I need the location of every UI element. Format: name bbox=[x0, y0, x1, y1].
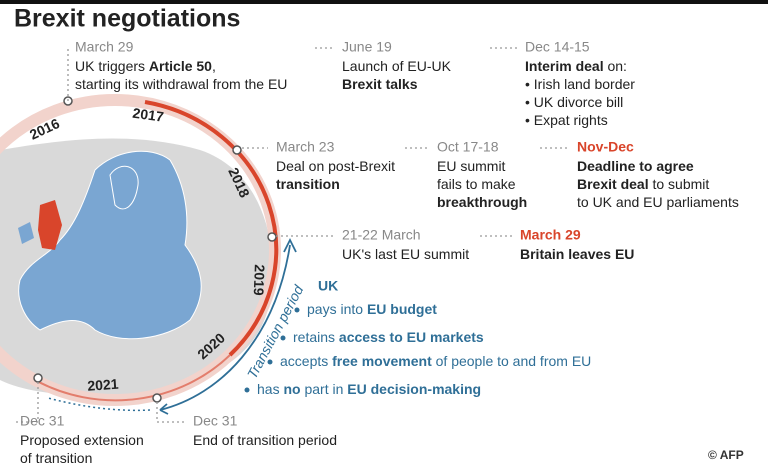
uk-item: pays into EU budget bbox=[307, 301, 437, 317]
event-line: fails to make bbox=[437, 176, 516, 192]
extension-arrow bbox=[47, 397, 151, 412]
text-run: breakthrough bbox=[437, 194, 527, 210]
year-label: 2017 bbox=[132, 105, 165, 125]
europe-map bbox=[0, 138, 273, 396]
event-line: EU summit bbox=[437, 158, 506, 174]
event-line: of transition bbox=[20, 450, 92, 466]
text-run: accepts bbox=[280, 353, 332, 369]
text-run: of transition bbox=[20, 450, 92, 466]
text-run: retains bbox=[293, 329, 339, 345]
text-run: transition bbox=[276, 176, 340, 192]
arrow-head bbox=[283, 237, 297, 253]
text-run: no bbox=[283, 381, 300, 397]
text-run: Deadline to agree bbox=[577, 158, 694, 174]
event-line: transition bbox=[276, 176, 340, 192]
uk-item: has no part in EU decision-making bbox=[257, 381, 481, 397]
text-run: • Irish land border bbox=[525, 76, 635, 92]
event-line: breakthrough bbox=[437, 194, 527, 210]
uk-item: accepts free movement of people to and f… bbox=[280, 353, 591, 369]
text-run: Brexit talks bbox=[342, 76, 418, 92]
text-run: Interim deal bbox=[525, 58, 604, 74]
text-run: End of transition period bbox=[193, 432, 337, 448]
event-date: June 19 bbox=[342, 39, 392, 55]
event-line: Deadline to agree bbox=[577, 158, 694, 174]
text-run: , bbox=[212, 58, 216, 74]
text-run: Launch of EU-UK bbox=[342, 58, 452, 74]
text-run: Proposed extension bbox=[20, 432, 144, 448]
event-line: to UK and EU parliaments bbox=[577, 194, 739, 210]
connectors bbox=[14, 47, 570, 423]
text-run: part in bbox=[301, 381, 348, 397]
uk-item: retains access to EU markets bbox=[293, 329, 484, 345]
bullet bbox=[244, 387, 250, 393]
event-line: • UK divorce bill bbox=[525, 94, 623, 110]
event-line: Britain leaves EU bbox=[520, 246, 634, 262]
text-run: EU decision-making bbox=[347, 381, 481, 397]
text-run: UK triggers bbox=[75, 58, 149, 74]
text-run: • Expat rights bbox=[525, 112, 608, 128]
event-date: Dec 31 bbox=[20, 413, 65, 429]
event-date: Dec 14-15 bbox=[525, 39, 590, 55]
event-line: Brexit deal to submit bbox=[577, 176, 709, 192]
arrow-head bbox=[159, 403, 169, 415]
event-date: March 23 bbox=[276, 139, 335, 155]
text-run: starting its withdrawal from the EU bbox=[75, 76, 287, 92]
event-line: Interim deal on: bbox=[525, 58, 627, 74]
event-dots bbox=[33, 96, 277, 403]
event-date: Nov-Dec bbox=[577, 139, 634, 155]
text-run: Article 50 bbox=[149, 58, 212, 74]
event-date: Oct 17-18 bbox=[437, 139, 499, 155]
event-line: Launch of EU-UK bbox=[342, 58, 452, 74]
title: Brexit negotiations bbox=[14, 5, 240, 33]
text-run: fails to make bbox=[437, 176, 516, 192]
text-run: Deal on post-Brexit bbox=[276, 158, 395, 174]
bullet bbox=[280, 335, 286, 341]
event-line: • Expat rights bbox=[525, 112, 608, 128]
event-line: UK's last EU summit bbox=[342, 246, 469, 262]
text-run: EU summit bbox=[437, 158, 506, 174]
text-run: to submit bbox=[649, 176, 710, 192]
year-label: 2021 bbox=[87, 376, 119, 394]
text-run: access to EU markets bbox=[339, 329, 484, 345]
year-label: 2019 bbox=[251, 264, 268, 296]
event-date: March 29 bbox=[75, 39, 134, 55]
transition-arrow bbox=[159, 244, 291, 411]
event-line: UK triggers Article 50, bbox=[75, 58, 216, 74]
event-line: End of transition period bbox=[193, 432, 337, 448]
uk-title: UK bbox=[318, 278, 338, 294]
timeline-ring-red bbox=[144, 100, 279, 357]
event-line: • Irish land border bbox=[525, 76, 635, 92]
timeline-ring-lower bbox=[34, 354, 231, 402]
text-run: of people to and from EU bbox=[432, 353, 592, 369]
event-line: Brexit talks bbox=[342, 76, 418, 92]
text-run: Brexit deal bbox=[577, 176, 649, 192]
event-line: Proposed extension bbox=[20, 432, 144, 448]
text-run: EU budget bbox=[367, 301, 437, 317]
top-rule bbox=[0, 0, 768, 4]
text-run: pays into bbox=[307, 301, 367, 317]
event-line: Deal on post-Brexit bbox=[276, 158, 395, 174]
text-run: UK's last EU summit bbox=[342, 246, 469, 262]
bullet bbox=[294, 307, 300, 313]
text-run: • UK divorce bill bbox=[525, 94, 623, 110]
event-date: 21-22 March bbox=[342, 227, 421, 243]
event-date: March 29 bbox=[520, 227, 581, 243]
text-run: Britain leaves EU bbox=[520, 246, 634, 262]
text-run: to UK and EU parliaments bbox=[577, 194, 739, 210]
credit: © AFP bbox=[708, 448, 744, 462]
event-line: starting its withdrawal from the EU bbox=[75, 76, 287, 92]
bullet bbox=[267, 359, 273, 365]
text-run: free movement bbox=[332, 353, 432, 369]
text-run: on: bbox=[604, 58, 627, 74]
event-date: Dec 31 bbox=[193, 413, 238, 429]
text-run: has bbox=[257, 381, 283, 397]
